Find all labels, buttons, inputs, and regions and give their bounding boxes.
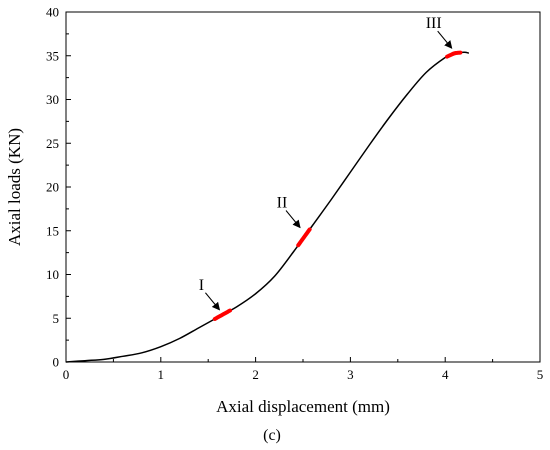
y-tick-label: 5 bbox=[53, 311, 60, 326]
plot-frame bbox=[65, 11, 541, 363]
axis-ticks bbox=[65, 11, 541, 363]
y-tick-label: 20 bbox=[46, 180, 59, 195]
annotation-label: II bbox=[277, 195, 288, 212]
axis-tick-labels: 0 1 2 3 4 5 0 5 10 15 20 25 30 35 40 bbox=[46, 5, 543, 383]
y-tick-label: 25 bbox=[46, 136, 59, 151]
annotation-arrow bbox=[437, 30, 453, 49]
y-tick-label: 30 bbox=[46, 92, 59, 107]
y-tick-label: 0 bbox=[53, 355, 60, 370]
x-axis-title: Axial displacement (mm) bbox=[216, 397, 390, 416]
x-tick-label: 0 bbox=[63, 367, 70, 382]
y-tick-label: 15 bbox=[46, 223, 59, 238]
highlight-segment bbox=[212, 308, 232, 321]
load-displacement-curve bbox=[65, 51, 470, 363]
annotation-arrow bbox=[285, 210, 301, 229]
y-axis-title: Axial loads (KN) bbox=[5, 128, 24, 246]
x-tick-label: 5 bbox=[537, 367, 544, 382]
x-tick-label: 2 bbox=[252, 367, 259, 382]
highlight-segment bbox=[296, 227, 312, 248]
y-tick-label: 10 bbox=[46, 267, 59, 282]
y-tick-label: 40 bbox=[46, 5, 59, 20]
x-tick-label: 1 bbox=[158, 367, 165, 382]
panel-label: (c) bbox=[263, 427, 281, 444]
highlight-segment bbox=[445, 50, 463, 59]
x-tick-label: 4 bbox=[442, 367, 449, 382]
x-tick-label: 3 bbox=[347, 367, 354, 382]
annotation-arrow bbox=[205, 292, 221, 311]
annotation-label: I bbox=[199, 277, 204, 294]
y-tick-label: 35 bbox=[46, 48, 59, 63]
annotation-label: III bbox=[426, 15, 442, 32]
